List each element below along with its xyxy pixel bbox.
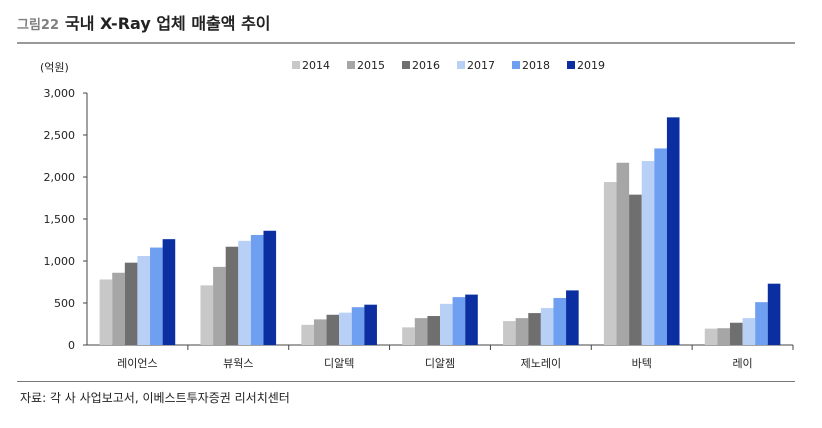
x-tick-label: 디알젬 [425, 356, 455, 370]
bar [528, 313, 541, 345]
y-unit-label: (억원) [40, 61, 69, 74]
bar [137, 255, 151, 345]
bar [263, 230, 277, 345]
bar [603, 182, 617, 345]
x-tick-label: 레이 [732, 357, 752, 370]
x-tick-label: 뷰웍스 [223, 357, 253, 370]
bar [150, 247, 163, 345]
bar [162, 239, 176, 345]
legend-label: 2016 [412, 59, 440, 72]
y-tick-label: 1,500 [44, 213, 76, 226]
bar [666, 117, 680, 345]
legend-swatch [347, 61, 355, 69]
x-tick-label: 레이언스 [117, 357, 157, 370]
y-tick-label: 1,000 [44, 255, 76, 268]
y-tick-label: 500 [54, 297, 75, 310]
legend-swatch [292, 61, 300, 69]
bar [729, 322, 743, 345]
bar [566, 290, 579, 345]
bar [641, 161, 655, 345]
y-tick-label: 3,000 [44, 87, 76, 100]
bar [238, 240, 251, 345]
x-tick-label: 바텍 [632, 357, 652, 370]
bar [200, 285, 214, 345]
legend-label: 2015 [357, 59, 385, 72]
bar [427, 316, 440, 345]
legend-label: 2019 [577, 59, 605, 72]
bar [629, 194, 642, 345]
source-note: 자료: 각 사 사업보고서, 이베스트투자증권 리서치센터 [20, 391, 290, 405]
legend-swatch [402, 61, 410, 69]
y-tick-label: 2,500 [44, 129, 76, 142]
legend-swatch [567, 61, 575, 69]
legend-label: 2018 [522, 59, 550, 72]
x-tick-label: 제노레이 [521, 357, 561, 370]
bar [503, 321, 516, 345]
header-divider [17, 42, 795, 44]
bar [112, 272, 125, 345]
x-tick-label: 디알텍 [324, 356, 354, 370]
bar [717, 328, 730, 345]
bar [225, 246, 239, 345]
bar [742, 318, 756, 345]
bar [402, 327, 415, 345]
bar [351, 307, 365, 345]
bar [124, 262, 138, 345]
bar [515, 318, 529, 345]
bar [767, 283, 781, 345]
figure-header: 그림22 국내 X-Ray 업체 매출액 추이 [17, 10, 271, 36]
bar [99, 279, 113, 345]
y-tick-label: 0 [68, 339, 75, 352]
bar [326, 314, 340, 345]
bar [339, 312, 352, 345]
bar [452, 297, 466, 345]
footer-divider [17, 381, 795, 382]
figure-label: 그림22 [17, 18, 60, 33]
bar [213, 266, 226, 345]
bar [755, 302, 768, 345]
bar [616, 162, 630, 345]
bar [704, 328, 718, 345]
legend-swatch [457, 61, 465, 69]
bar [440, 303, 453, 345]
bar-chart: (억원) 0 500 1,000 1,500 2,000 2,500 3,000 레이언스 뷰웍스… [40, 59, 794, 370]
y-tick-label: 2,000 [44, 171, 76, 184]
bar [364, 304, 377, 345]
legend-label: 2014 [302, 59, 330, 72]
legend-swatch [512, 61, 520, 69]
bar [301, 324, 314, 345]
bar [250, 234, 264, 345]
bar [313, 319, 327, 345]
bar [465, 294, 478, 345]
bar [540, 308, 554, 345]
bar [654, 148, 667, 345]
chart-title: 국내 X-Ray 업체 매출액 추이 [65, 14, 271, 33]
legend-label: 2017 [467, 59, 495, 72]
bar [553, 297, 567, 345]
bar [414, 318, 428, 345]
